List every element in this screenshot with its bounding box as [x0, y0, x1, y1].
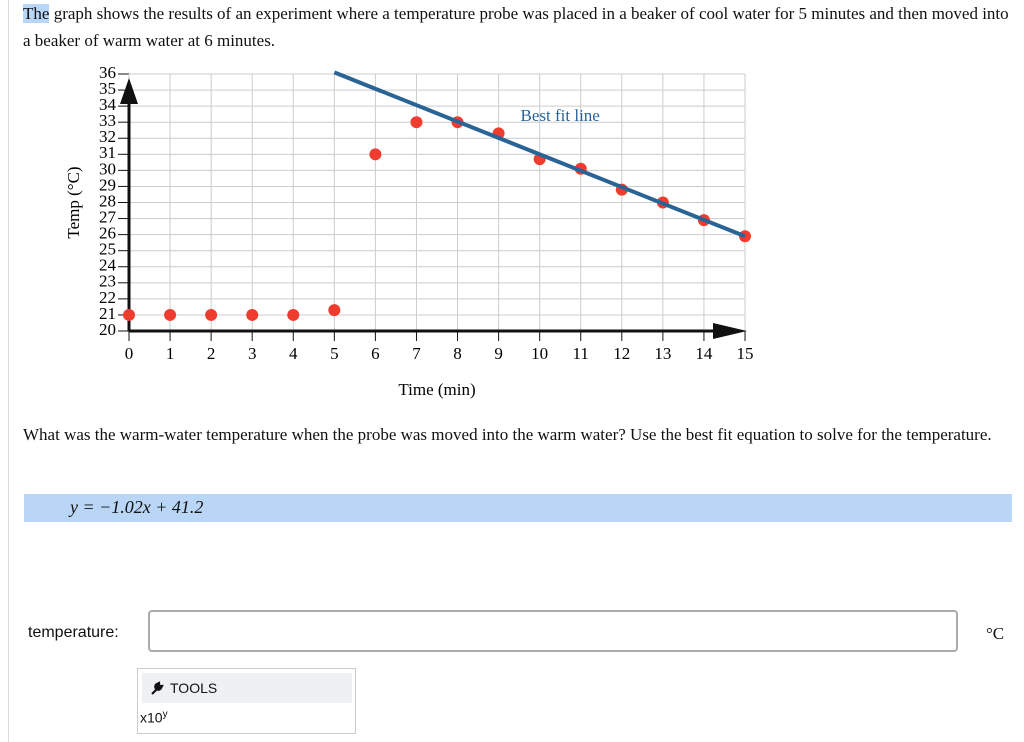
equation-bar: y = −1.02x + 41.2 — [24, 494, 1012, 522]
x-tick-label: 3 — [248, 344, 257, 363]
x-tick-label: 6 — [371, 344, 380, 363]
x-tick-label: 7 — [412, 344, 421, 363]
x-tick-label: 12 — [613, 344, 630, 363]
y-tick-label: 34 — [99, 95, 117, 114]
y-tick-label: 23 — [99, 272, 116, 291]
x-axis-label: Time (min) — [398, 380, 475, 399]
x-axis-arrow — [713, 323, 747, 339]
y-tick-label: 26 — [99, 224, 116, 243]
x-tick-label: 13 — [654, 344, 671, 363]
answer-input[interactable] — [148, 610, 958, 652]
y-tick-label: 27 — [99, 207, 117, 226]
answer-unit: °C — [986, 624, 1005, 643]
intro-text: graph shows the results of an experiment… — [23, 4, 1009, 50]
data-point — [164, 308, 177, 321]
tools-label: TOOLS — [170, 680, 218, 696]
x-tick-label: 2 — [207, 344, 216, 363]
x-tick-label: 14 — [695, 344, 713, 363]
y-tick-label: 29 — [99, 175, 116, 194]
y-axis-label: Temp (°C) — [64, 166, 83, 238]
y-tick-label: 35 — [99, 79, 116, 98]
y-tick-label: 22 — [99, 288, 116, 307]
y-tick-label: 20 — [99, 320, 116, 339]
y-tick-label: 21 — [99, 304, 116, 323]
x-tick-label: 5 — [330, 344, 339, 363]
data-point — [246, 308, 259, 321]
equation: y = −1.02x + 41.2 — [70, 497, 204, 517]
sci-base: x10 — [140, 709, 163, 726]
y-tick-label: 36 — [99, 63, 116, 82]
answer-label: temperature: — [28, 624, 119, 641]
data-point — [369, 148, 382, 161]
data-point — [123, 308, 135, 321]
y-tick-label: 24 — [99, 256, 117, 275]
x-tick-label: 0 — [125, 344, 134, 363]
data-point — [328, 304, 341, 317]
y-tick-label: 31 — [99, 143, 116, 162]
y-tick-label: 28 — [99, 191, 116, 210]
y-axis-arrow — [120, 78, 138, 104]
tools-panel: TOOLS x10y — [137, 668, 356, 734]
y-tick-label: 32 — [99, 127, 116, 146]
tools-button[interactable]: TOOLS — [142, 673, 352, 703]
best-fit-line — [333, 70, 746, 239]
y-tick-label: 25 — [99, 240, 116, 259]
x-tick-label: 4 — [289, 344, 298, 363]
data-point — [287, 308, 300, 321]
x-tick-label: 8 — [453, 344, 462, 363]
y-tick-label: 33 — [99, 111, 116, 130]
x-tick-label: 11 — [573, 344, 589, 363]
y-tick-label: 30 — [99, 159, 116, 178]
data-point — [205, 308, 218, 321]
x-tick-label: 10 — [531, 344, 548, 363]
x-tick-label: 1 — [166, 344, 175, 363]
highlight: The — [23, 4, 50, 23]
x-tick-label: 15 — [737, 344, 754, 363]
intro: The graph shows the results of an experi… — [23, 0, 1013, 54]
wrench-icon — [151, 681, 164, 695]
sci-notation[interactable]: x10y — [140, 709, 168, 726]
question: What was the warm-water temperature when… — [23, 425, 992, 444]
line-label: Best fit line — [521, 106, 600, 125]
x-tick-label: 9 — [494, 344, 503, 363]
sci-exp: y — [162, 709, 168, 720]
left-border — [8, 0, 9, 742]
data-point — [410, 116, 423, 129]
